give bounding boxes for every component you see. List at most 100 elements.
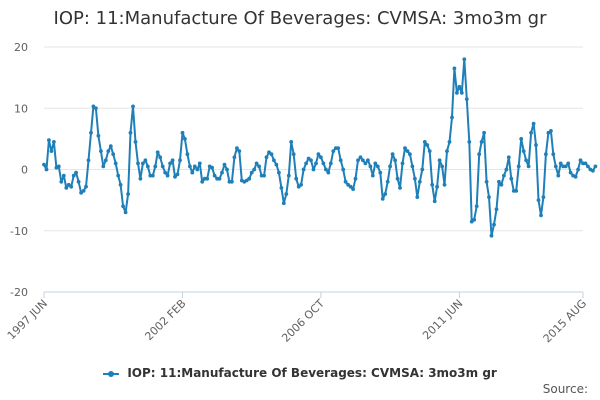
data-point[interactable] xyxy=(467,140,472,144)
data-point[interactable] xyxy=(316,152,321,157)
data-point[interactable] xyxy=(136,161,140,166)
data-point[interactable] xyxy=(385,179,390,184)
data-point[interactable] xyxy=(175,172,180,177)
data-point[interactable] xyxy=(138,176,143,181)
data-point[interactable] xyxy=(165,173,170,178)
data-point[interactable] xyxy=(442,182,447,187)
data-point[interactable] xyxy=(106,149,111,154)
data-point[interactable] xyxy=(44,167,49,172)
data-point[interactable] xyxy=(257,164,261,169)
data-point[interactable] xyxy=(363,161,368,166)
data-point[interactable] xyxy=(185,152,190,157)
data-point[interactable] xyxy=(49,149,54,154)
data-point[interactable] xyxy=(455,91,459,95)
data-point[interactable] xyxy=(563,164,568,169)
data-point[interactable] xyxy=(534,143,538,147)
data-point[interactable] xyxy=(380,197,385,201)
data-point[interactable] xyxy=(319,155,323,160)
data-point[interactable] xyxy=(230,179,234,184)
data-point[interactable] xyxy=(395,176,400,181)
data-point[interactable] xyxy=(281,201,286,206)
data-point[interactable] xyxy=(247,176,252,181)
data-point[interactable] xyxy=(553,164,558,169)
data-point[interactable] xyxy=(583,161,588,166)
data-point[interactable] xyxy=(284,192,289,196)
data-point[interactable] xyxy=(64,186,69,190)
data-point[interactable] xyxy=(212,173,217,178)
data-point[interactable] xyxy=(521,149,526,154)
data-point[interactable] xyxy=(192,164,197,169)
data-point[interactable] xyxy=(437,158,442,163)
data-point[interactable] xyxy=(499,182,504,187)
data-point[interactable] xyxy=(205,176,210,181)
data-point[interactable] xyxy=(361,158,365,163)
data-point[interactable] xyxy=(160,164,165,169)
data-point[interactable] xyxy=(388,164,392,169)
data-point[interactable] xyxy=(71,173,76,178)
data-point[interactable] xyxy=(170,158,175,163)
data-point[interactable] xyxy=(403,146,407,151)
data-point[interactable] xyxy=(497,179,501,184)
data-point[interactable] xyxy=(304,161,308,166)
data-point[interactable] xyxy=(417,179,422,184)
data-point[interactable] xyxy=(89,130,93,135)
data-point[interactable] xyxy=(353,176,358,181)
data-point[interactable] xyxy=(368,164,373,169)
data-point[interactable] xyxy=(252,167,257,172)
data-point[interactable] xyxy=(477,152,482,157)
data-point[interactable] xyxy=(183,137,187,141)
data-point[interactable] xyxy=(222,162,227,167)
data-point[interactable] xyxy=(472,217,477,222)
data-point[interactable] xyxy=(516,164,521,169)
data-point[interactable] xyxy=(474,204,479,209)
data-point[interactable] xyxy=(254,161,259,166)
data-point[interactable] xyxy=(111,152,116,157)
data-point[interactable] xyxy=(47,138,51,143)
data-point[interactable] xyxy=(356,158,360,163)
data-point[interactable] xyxy=(464,97,469,101)
data-point[interactable] xyxy=(74,170,78,175)
data-point[interactable] xyxy=(200,179,205,184)
data-point[interactable] xyxy=(375,164,380,169)
data-point[interactable] xyxy=(450,115,454,120)
data-point[interactable] xyxy=(56,164,61,169)
data-point[interactable] xyxy=(76,179,81,184)
data-point[interactable] xyxy=(286,173,291,178)
data-point[interactable] xyxy=(145,164,150,169)
data-point[interactable] xyxy=(435,184,439,189)
data-point[interactable] xyxy=(141,161,145,166)
data-point[interactable] xyxy=(314,161,318,166)
data-point[interactable] xyxy=(408,152,412,157)
data-point[interactable] xyxy=(272,158,276,163)
data-point[interactable] xyxy=(123,210,128,215)
data-point[interactable] xyxy=(479,140,484,144)
data-point[interactable] xyxy=(447,140,452,144)
data-point[interactable] xyxy=(492,222,496,227)
data-point[interactable] xyxy=(143,158,148,163)
data-point[interactable] xyxy=(341,167,346,172)
data-point[interactable] xyxy=(81,189,86,193)
data-point[interactable] xyxy=(155,150,160,155)
data-point[interactable] xyxy=(482,130,486,135)
data-point[interactable] xyxy=(457,84,462,89)
data-point[interactable] xyxy=(489,233,494,238)
data-point[interactable] xyxy=(173,174,177,179)
data-point[interactable] xyxy=(586,164,590,169)
data-point[interactable] xyxy=(52,140,56,144)
data-point[interactable] xyxy=(126,192,130,196)
data-point[interactable] xyxy=(425,143,430,147)
data-point[interactable] xyxy=(168,161,173,166)
data-point[interactable] xyxy=(410,164,415,169)
data-point[interactable] xyxy=(358,155,363,160)
data-point[interactable] xyxy=(42,162,46,167)
data-point[interactable] xyxy=(264,155,269,160)
data-point[interactable] xyxy=(504,167,509,172)
data-point[interactable] xyxy=(366,158,370,163)
data-point[interactable] xyxy=(502,173,506,178)
data-point[interactable] xyxy=(452,66,457,71)
data-point[interactable] xyxy=(326,170,331,175)
data-point[interactable] xyxy=(576,167,580,172)
data-point[interactable] xyxy=(390,152,395,157)
data-point[interactable] xyxy=(225,167,229,172)
data-point[interactable] xyxy=(370,173,375,178)
